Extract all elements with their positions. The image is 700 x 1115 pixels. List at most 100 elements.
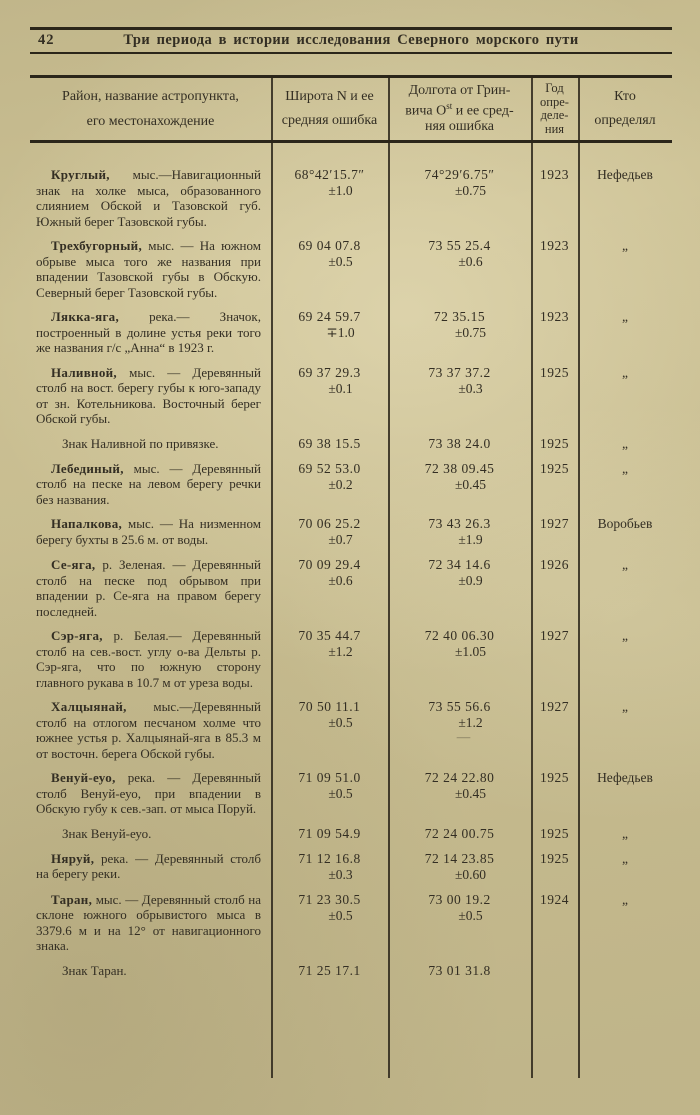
latitude-error: ±0.6 <box>328 573 353 588</box>
point-description: Знак Наливной по привязке. <box>62 435 219 451</box>
location-cell: Круглый, мыс.—Навигационный знак на холк… <box>30 167 271 229</box>
longitude-error: ±0.75 <box>454 325 487 340</box>
latitude-value: 71 25 17.1 <box>298 962 361 978</box>
latitude-error: ±1.2 <box>328 644 353 659</box>
latitude-error: ±0.5 <box>328 786 353 801</box>
year-value: 1927 <box>540 699 569 714</box>
longitude-value: 72 24 22.80 <box>424 770 495 785</box>
longitude-cell: 73 43 26.3 ±1.9 <box>388 516 531 548</box>
latitude-value: 70 06 25.2 <box>298 516 361 531</box>
year-value: 1927 <box>540 628 569 643</box>
latitude-error: ±0.5 <box>328 907 353 923</box>
point-name: Се-яга, <box>51 557 96 572</box>
longitude-value: 72 35.15 <box>433 309 486 324</box>
year-cell: 1923 <box>531 309 578 356</box>
latitude-value: 69 24 59.7 <box>298 309 361 324</box>
latitude-cell: 71 23 30.5 ±0.5 <box>271 892 388 954</box>
table-row: Трехбугорный, мыс. — На южном обрыве мыс… <box>30 238 672 300</box>
point-description: Знак Таран. <box>62 962 127 978</box>
point-name: Трехбугорный, <box>51 238 143 253</box>
observer-value: „ <box>622 699 628 714</box>
location-cell: Халцыянай, мыс.—Деревянный столб на отло… <box>30 699 271 761</box>
point-name: Лякка-яга, <box>51 309 120 324</box>
location-cell: Трехбугорный, мыс. — На южном обрыве мыс… <box>30 238 271 300</box>
observer-value: „ <box>622 238 628 253</box>
longitude-value: 72 40 06.30 <box>424 628 495 643</box>
latitude-value: 71 09 51.0 <box>298 770 361 785</box>
longitude-cell: 72 40 06.30 ±1.05 <box>388 628 531 690</box>
point-description: Сэр-яга, р. Белая.— Деревянный столб на … <box>36 628 261 690</box>
location-cell: Напалкова, мыс. — На низменном берегу бу… <box>30 516 271 548</box>
column-divider <box>578 75 580 1078</box>
table-row: Лебединый, мыс. — Деревянный столб на пе… <box>30 461 672 508</box>
year-value: 1923 <box>540 238 569 253</box>
year-cell: 1927 <box>531 699 578 761</box>
observer-cell: „ <box>578 436 672 452</box>
longitude-value: 73 43 26.3 <box>428 516 491 531</box>
latitude-cell: 71 25 17.1 <box>271 963 388 979</box>
longitude-error: ±1.2 <box>458 715 483 730</box>
observer-cell: „ <box>578 238 672 300</box>
year-cell: 1926 <box>531 557 578 619</box>
longitude-cell: 73 55 25.4 ±0.6 <box>388 238 531 300</box>
latitude-error: ±0.2 <box>328 476 353 492</box>
point-name: Сэр-яга, <box>51 628 103 643</box>
longitude-cell: 72 34 14.6 ±0.9 <box>388 557 531 619</box>
latitude-error: ±1.0 <box>328 183 353 198</box>
longitude-note: — <box>456 729 471 744</box>
longitude-error: ±0.3 <box>458 380 483 396</box>
latitude-error: ±0.1 <box>328 380 353 396</box>
observer-value: „ <box>622 825 628 841</box>
latitude-cell: 71 09 54.9 <box>271 826 388 842</box>
point-name: Круглый, <box>51 167 110 182</box>
observer-value: „ <box>622 628 628 643</box>
longitude-error: ±1.05 <box>454 644 487 659</box>
observer-value: „ <box>622 435 628 451</box>
longitude-cell: 72 38 09.45 ±0.45 <box>388 461 531 508</box>
year-cell: 1925 <box>531 826 578 842</box>
location-cell: Се-яга, р. Зеленая. — Деревянный столб н… <box>30 557 271 619</box>
year-cell: 1923 <box>531 238 578 300</box>
latitude-cell: 71 09 51.0 ±0.5 <box>271 770 388 817</box>
latitude-cell: 69 37 29.3 ±0.1 <box>271 365 388 427</box>
latitude-value: 71 09 54.9 <box>298 825 361 841</box>
year-value: 1925 <box>540 850 569 866</box>
table-row: Знак Наливной по привязке. 69 38 15.5 73… <box>30 436 672 452</box>
location-cell: Знак Таран. <box>30 963 271 979</box>
point-name: Лебединый, <box>51 460 124 476</box>
longitude-cell: 73 38 24.0 <box>388 436 531 452</box>
point-name: Халцыянай, <box>51 699 127 714</box>
table-row: Знак Таран. 71 25 17.1 73 01 31.8 <box>30 963 672 979</box>
astro-points-table: Район, название астропункта, его местона… <box>30 75 672 1078</box>
table-body: Круглый, мыс.—Навигационный знак на холк… <box>30 143 672 1078</box>
latitude-cell: 69 38 15.5 <box>271 436 388 452</box>
page-number: 42 <box>38 32 55 48</box>
column-header-observer: Кто определял <box>594 89 656 128</box>
table-header: Район, название астропункта, его местона… <box>30 75 672 143</box>
longitude-value: 72 34 14.6 <box>428 557 491 572</box>
column-divider <box>271 75 273 1078</box>
column-divider <box>388 75 390 1078</box>
latitude-cell: 68°42′15.7″ ±1.0 <box>271 167 388 229</box>
latitude-error: ±0.5 <box>328 715 353 730</box>
year-cell: 1927 <box>531 628 578 690</box>
location-cell: Венуй-еуо, река. — Деревянный столб Вену… <box>30 770 271 817</box>
longitude-value: 72 24 00.75 <box>424 825 495 841</box>
latitude-error: ±0.3 <box>328 866 353 882</box>
observer-cell: „ <box>578 309 672 356</box>
longitude-error: ±0.60 <box>454 866 487 882</box>
latitude-cell: 70 35 44.7 ±1.2 <box>271 628 388 690</box>
location-cell: Знак Венуй-еуо. <box>30 826 271 842</box>
longitude-cell: 72 24 00.75 <box>388 826 531 842</box>
table-row: Халцыянай, мыс.—Деревянный столб на отло… <box>30 699 672 761</box>
header-underline-rule <box>30 52 672 54</box>
latitude-cell: 70 50 11.1 ±0.5 <box>271 699 388 761</box>
table-row: Лякка-яга, река.— Значок, построенный в … <box>30 309 672 356</box>
longitude-value: 74°29′6.75″ <box>424 167 495 182</box>
year-cell: 1925 <box>531 365 578 427</box>
year-value: 1924 <box>540 891 569 907</box>
longitude-value: 73 55 56.6 <box>428 699 491 714</box>
column-header-longitude: Долгота от Грин- вича Ost и ее сред- няя… <box>405 83 514 135</box>
longitude-error: ±0.5 <box>458 907 483 923</box>
point-name: Таран, <box>51 891 93 907</box>
